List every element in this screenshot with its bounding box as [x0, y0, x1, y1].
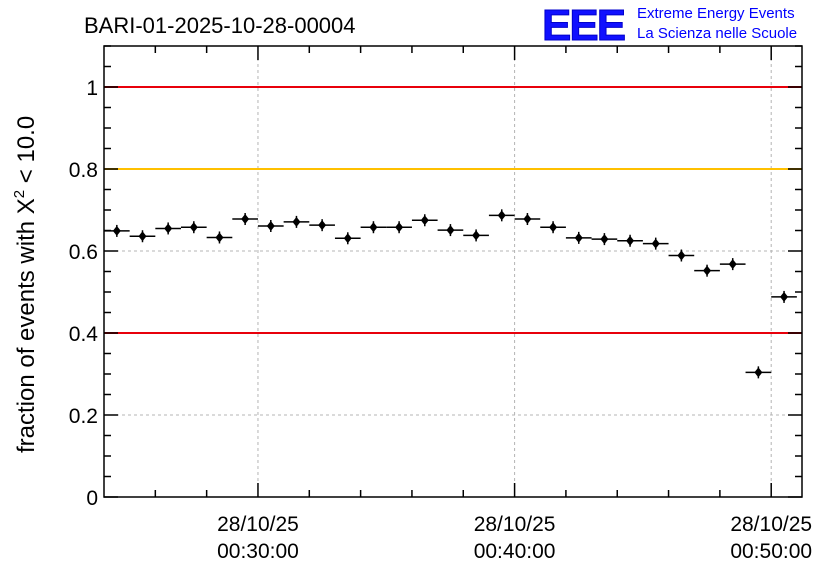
data-point-marker	[574, 232, 583, 243]
data-point-marker	[318, 220, 327, 231]
data-point	[694, 264, 720, 277]
data-point	[437, 224, 464, 237]
x-tick-label-date: 28/10/25	[730, 513, 812, 536]
chart-title: BARI-01-2025-10-28-00004	[84, 13, 356, 38]
data-point	[257, 219, 284, 232]
axes: 0 0.2 0.4 0.6 0.8 1 28/10/25 00:30:00 28/10/25 00…	[69, 45, 812, 563]
data-point	[129, 230, 156, 243]
eee-logo-line1: Extreme Energy Events	[637, 5, 795, 22]
data-point	[463, 229, 489, 242]
data-point	[232, 213, 258, 226]
reference-lines	[104, 86, 802, 334]
y-tick-label: 0.4	[69, 323, 99, 346]
data-point	[617, 234, 643, 247]
data-point-marker	[395, 222, 404, 233]
data-point	[642, 237, 669, 250]
data-point-marker	[138, 231, 147, 242]
data-point-marker	[215, 232, 224, 243]
data-point-marker	[292, 216, 301, 227]
x-tick-label-time: 00:40:00	[474, 540, 556, 563]
data-point-marker	[164, 223, 173, 234]
data-point-marker	[241, 214, 250, 225]
data-point	[514, 213, 541, 226]
x-tick-label-date: 28/10/25	[474, 513, 556, 536]
data-point	[334, 232, 361, 245]
data-point	[386, 221, 412, 234]
data-point-marker	[728, 259, 737, 270]
data-point	[591, 233, 618, 246]
data-series	[104, 209, 797, 379]
data-point-marker	[189, 222, 198, 233]
x-tick-label-time: 00:30:00	[217, 540, 299, 563]
data-point-marker	[780, 291, 789, 302]
x-tick-label-time: 00:50:00	[730, 540, 812, 563]
data-point-marker	[420, 215, 429, 226]
y-tick-label: 0	[86, 487, 98, 510]
data-point	[411, 214, 438, 227]
data-point	[360, 221, 387, 234]
data-point-marker	[600, 234, 609, 245]
data-point-marker	[651, 238, 660, 249]
y-tick-label: 1	[86, 77, 98, 100]
data-point-marker	[703, 265, 712, 276]
data-point	[719, 258, 746, 271]
x-tick-label-date: 28/10/25	[217, 513, 299, 536]
data-point-marker	[343, 233, 352, 244]
eee-logo-line2: La Scienza nelle Scuole	[637, 25, 797, 42]
data-point-marker	[497, 210, 506, 221]
y-axis-label-exponent: 2	[11, 190, 28, 198]
data-point	[155, 222, 181, 235]
data-point-marker	[754, 367, 763, 378]
data-point-marker	[446, 225, 455, 236]
y-axis-label-prefix: fraction of events with	[13, 214, 40, 453]
y-tick-label: 0.6	[69, 241, 98, 264]
y-axis-label-symbol: X	[13, 198, 40, 214]
data-point	[771, 290, 797, 303]
data-point-marker	[266, 220, 275, 231]
data-point	[540, 221, 566, 234]
data-point	[488, 209, 515, 222]
y-tick-label: 0.2	[69, 405, 98, 428]
data-point-marker	[549, 222, 558, 233]
data-point	[283, 215, 310, 228]
eee-logo-mark: EEE	[542, 1, 625, 50]
y-axis-label-suffix: < 10.0	[13, 116, 40, 190]
data-point-marker	[369, 222, 378, 233]
data-point-marker	[626, 235, 635, 246]
data-point	[180, 221, 207, 234]
data-point-marker	[677, 250, 686, 261]
data-point-marker	[523, 214, 532, 225]
data-point-marker	[472, 230, 481, 241]
y-axis-label: fraction of events with X2 < 10.0	[11, 116, 40, 453]
eee-logo: EEE Extreme Energy Events La Scienza nel…	[542, 1, 798, 51]
data-point	[206, 231, 233, 244]
data-point-marker	[112, 225, 121, 236]
data-point	[668, 249, 695, 262]
data-point	[745, 366, 772, 379]
data-point	[309, 219, 335, 232]
data-point	[565, 231, 592, 244]
y-tick-label: 0.8	[69, 159, 98, 182]
